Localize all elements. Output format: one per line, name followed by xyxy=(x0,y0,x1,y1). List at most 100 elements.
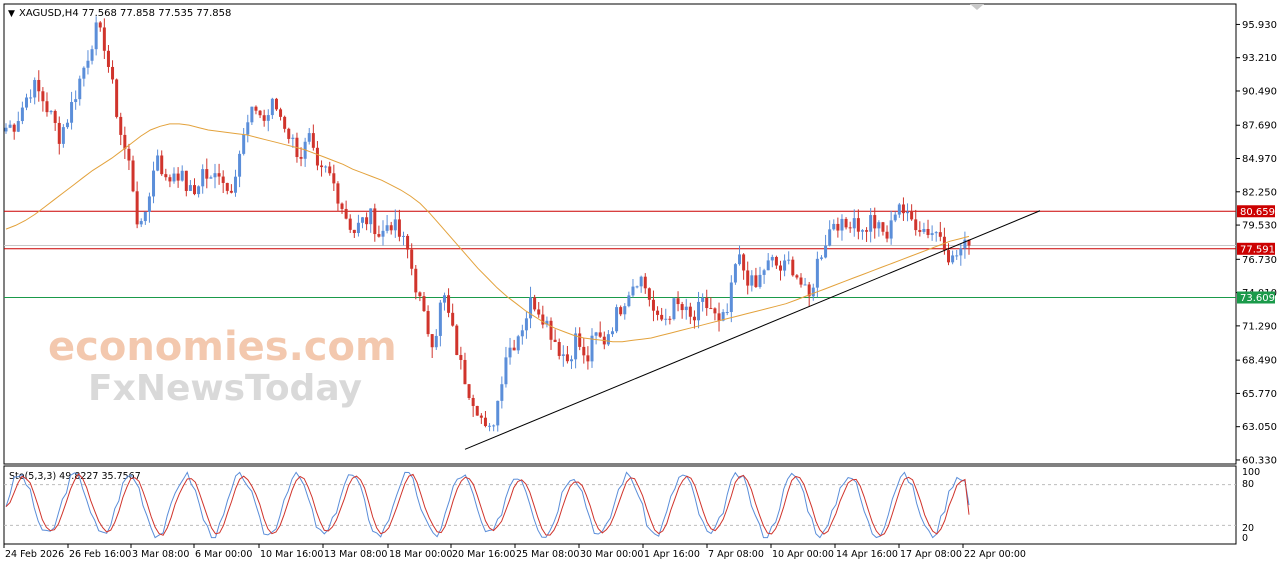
time-tick-label: 30 Mar 00:00 xyxy=(580,549,643,560)
candle xyxy=(102,18,106,59)
candle xyxy=(598,321,602,338)
time-tick-label: 18 Mar 00:00 xyxy=(389,549,452,560)
candle-body xyxy=(701,297,705,302)
candle xyxy=(328,161,332,176)
candle-body xyxy=(791,259,795,276)
candle-body xyxy=(373,208,377,235)
candle xyxy=(221,170,225,194)
candle-body xyxy=(545,320,549,325)
candle-body xyxy=(918,230,922,232)
candle xyxy=(963,231,967,259)
candle xyxy=(74,90,78,110)
candle xyxy=(397,209,401,242)
candle xyxy=(606,330,610,347)
price-tick-label: 90.490 xyxy=(1242,86,1277,97)
candle xyxy=(160,150,164,176)
candle-body xyxy=(824,245,828,258)
candle-body xyxy=(33,79,37,98)
candle xyxy=(340,202,344,214)
candle-body xyxy=(119,116,123,135)
candle xyxy=(697,291,701,329)
candle xyxy=(590,328,594,368)
ascending-trendline[interactable] xyxy=(464,210,1041,450)
candle xyxy=(860,229,864,240)
candle xyxy=(488,422,492,432)
stochastic-tick-label: 100 xyxy=(1242,467,1260,478)
candle xyxy=(41,87,45,112)
candle-body xyxy=(340,203,344,209)
candle xyxy=(746,261,750,295)
candle-body xyxy=(324,166,328,168)
candle-body xyxy=(53,110,57,123)
candle xyxy=(635,285,639,289)
candle xyxy=(758,266,762,289)
candle xyxy=(291,134,295,148)
time-tick-label: 25 Mar 08:00 xyxy=(516,549,579,560)
time-tick-label: 7 Apr 08:00 xyxy=(708,549,764,560)
price-tick-label: 76.730 xyxy=(1242,255,1277,266)
candle-body xyxy=(795,275,799,278)
candle-body xyxy=(238,153,242,177)
candle xyxy=(852,209,856,237)
candle-body xyxy=(574,333,578,360)
candle-body xyxy=(742,254,746,271)
symbol-menu-icon[interactable]: ▼ xyxy=(8,9,15,19)
candle-body xyxy=(397,219,401,237)
candle-body xyxy=(262,115,266,121)
shift-marker-icon[interactable] xyxy=(970,4,984,10)
candle xyxy=(352,229,356,238)
candle-body xyxy=(410,249,414,269)
candle-body xyxy=(778,265,782,271)
candle-body xyxy=(836,223,840,231)
candle xyxy=(787,251,791,265)
candle xyxy=(770,254,774,268)
candle xyxy=(70,91,74,130)
candle-body xyxy=(152,170,156,197)
price-tick-label: 79.530 xyxy=(1242,221,1277,232)
candle xyxy=(270,97,274,119)
candle xyxy=(225,182,229,195)
candle-body xyxy=(934,232,938,234)
candle-body xyxy=(856,218,860,232)
candle-body xyxy=(471,397,475,406)
candle xyxy=(180,165,184,182)
candle-body xyxy=(615,307,619,332)
candle-body xyxy=(537,309,541,315)
candle-body xyxy=(123,134,127,149)
candle xyxy=(12,123,16,140)
candle-body xyxy=(115,79,119,117)
candle xyxy=(393,209,397,238)
stochastic-readout: Sto(5,3,3) 49.8227 35.7567 xyxy=(9,471,141,482)
candle-body xyxy=(389,225,393,231)
candle-body xyxy=(176,173,180,181)
candle-body xyxy=(45,101,49,113)
candle xyxy=(49,110,53,115)
candle xyxy=(78,75,82,106)
candle-body xyxy=(156,155,160,171)
candle xyxy=(119,112,123,146)
candle-body xyxy=(422,296,426,312)
candle-body xyxy=(426,311,430,335)
candle xyxy=(238,150,242,188)
candle-body xyxy=(459,355,463,360)
candle-body xyxy=(418,292,422,297)
candle xyxy=(643,273,647,294)
candle-body xyxy=(221,176,225,183)
candle xyxy=(201,164,205,194)
candle xyxy=(651,290,655,322)
candle-body xyxy=(901,204,905,214)
candle xyxy=(307,127,311,145)
candle-body xyxy=(496,400,500,426)
candle-body xyxy=(102,27,106,51)
candle xyxy=(582,337,586,364)
candle-body xyxy=(692,316,696,321)
candle-body xyxy=(676,298,680,305)
candle xyxy=(90,45,94,65)
candle-body xyxy=(807,284,811,297)
candle xyxy=(401,231,405,246)
candle xyxy=(680,301,684,319)
candle xyxy=(844,217,848,230)
candle-body xyxy=(463,359,467,385)
